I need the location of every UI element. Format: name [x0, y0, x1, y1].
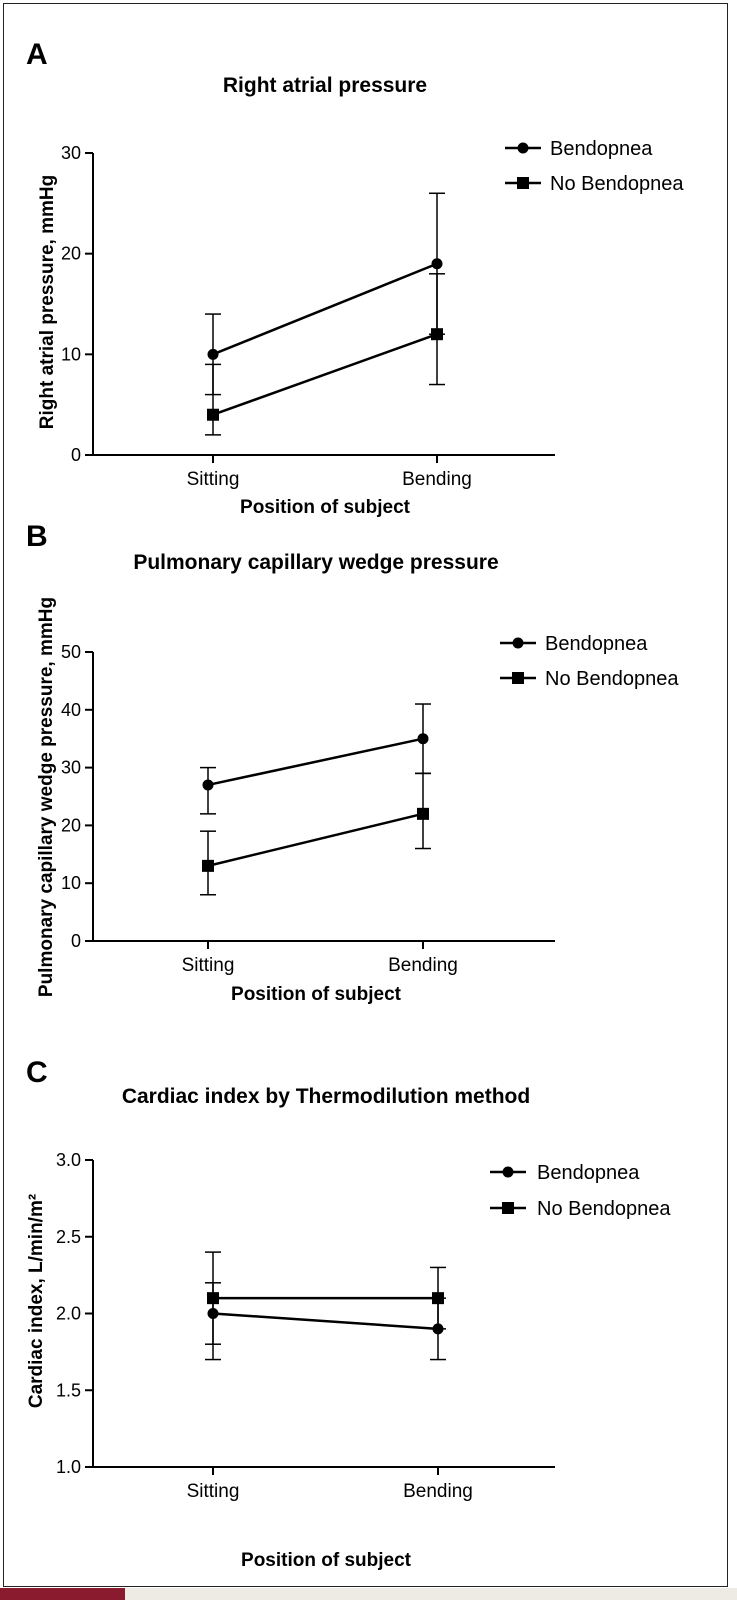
marker-square	[502, 1202, 514, 1214]
marker-square	[417, 807, 429, 820]
y-axis-title: Pulmonary capillary wedge pressure, mmHg	[36, 597, 57, 997]
y-tick-label: 0	[71, 445, 81, 465]
y-axis-title: Right atrial pressure, mmHg	[37, 175, 58, 429]
y-tick-label: 2.5	[56, 1227, 81, 1247]
legend-label: Bendopnea	[537, 1162, 640, 1184]
x-axis-title: Position of subject	[231, 984, 402, 1005]
panel-letter: B	[26, 520, 48, 553]
chart-title: Right atrial pressure	[223, 74, 427, 97]
figure-frame	[3, 3, 728, 1587]
marker-square	[512, 672, 524, 684]
x-axis-title: Position of subject	[241, 1550, 412, 1571]
panel-letter: A	[26, 38, 48, 71]
legend-label: Bendopnea	[545, 633, 648, 655]
y-tick-label: 20	[61, 815, 81, 835]
series-line	[207, 737, 424, 787]
series-line	[212, 1312, 439, 1331]
chart-title: Pulmonary capillary wedge pressure	[133, 551, 498, 574]
marker-square	[432, 1292, 444, 1305]
panel-a: A Right atrial pressure Right atrial pre…	[26, 38, 684, 518]
marker-circle	[207, 348, 219, 360]
plot-area: 1.0 1.5 2.0 2.5 3.0 Sitting Bending Bendopnea No…	[56, 1150, 671, 1502]
plot-area: 0 10 20 30 Sitting Bending Bendopnea No Bendopn…	[61, 138, 684, 490]
marker-square	[207, 408, 219, 421]
legend-label: No Bendopnea	[537, 1198, 671, 1220]
marker-circle	[517, 142, 529, 154]
series-line	[212, 333, 438, 416]
y-tick-label: 3.0	[56, 1150, 81, 1170]
y-tick-label: 30	[61, 758, 81, 778]
legend-label: No Bendopnea	[550, 173, 684, 195]
marker-circle	[512, 637, 524, 649]
y-tick-label: 1.5	[56, 1380, 81, 1400]
y-tick-label: 30	[61, 143, 81, 163]
y-tick-label: 10	[61, 344, 81, 364]
series-line	[212, 262, 438, 356]
panel-c: C Cardiac index by Thermodilution method…	[26, 1056, 671, 1571]
y-tick-label: 2.0	[56, 1304, 81, 1324]
x-tick-label: Bending	[403, 1481, 473, 1502]
footer-bar	[0, 1588, 737, 1600]
y-axis-title: Cardiac index, L/min/m²	[26, 1194, 47, 1408]
y-tick-label: 50	[61, 642, 81, 662]
marker-circle	[431, 258, 443, 270]
y-tick-label: 1.0	[56, 1457, 81, 1477]
series-line	[207, 812, 424, 868]
plot-area: 0 10 20 30 40 50 Sitting Bending Bendopnea No Ben…	[61, 633, 679, 976]
x-tick-label: Sitting	[187, 1481, 240, 1502]
marker-circle	[417, 733, 429, 745]
marker-circle	[202, 779, 214, 791]
x-tick-label: Bending	[388, 955, 458, 976]
panel-letter: C	[26, 1056, 48, 1089]
x-tick-label: Sitting	[187, 469, 240, 490]
legend-label: Bendopnea	[550, 138, 653, 160]
chart-title: Cardiac index by Thermodilution method	[122, 1085, 530, 1108]
marker-square	[207, 1292, 219, 1305]
y-tick-label: 10	[61, 873, 81, 893]
y-tick-label: 0	[71, 931, 81, 951]
marker-square	[202, 859, 214, 872]
y-tick-label: 40	[61, 700, 81, 720]
x-axis-title: Position of subject	[240, 497, 411, 518]
legend-label: No Bendopnea	[545, 668, 679, 690]
marker-square	[517, 177, 529, 189]
panel-b: B Pulmonary capillary wedge pressure Pul…	[26, 520, 679, 1005]
x-tick-label: Sitting	[182, 955, 235, 976]
marker-circle	[502, 1166, 514, 1178]
marker-square	[431, 328, 443, 341]
x-tick-label: Bending	[402, 469, 472, 490]
y-tick-label: 20	[61, 244, 81, 264]
footer-accent	[0, 1588, 125, 1600]
